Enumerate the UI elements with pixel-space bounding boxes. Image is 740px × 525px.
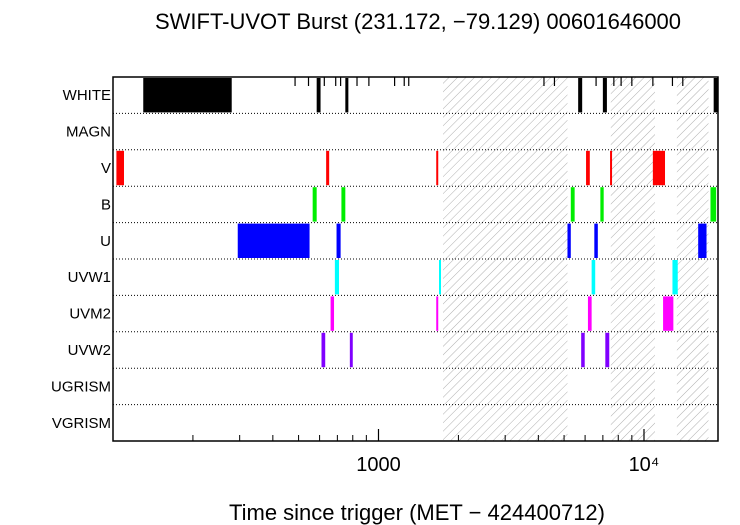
bar-b-5 [710,187,717,222]
row-label-u: U [100,233,111,250]
x-tick-label-1: 1000 [356,454,401,476]
row-label-ugrism: UGRISM [51,378,111,395]
bar-uvw2-4 [605,332,610,368]
bar-white-3 [345,78,349,113]
bar-uvw1-1 [334,260,340,295]
bar-v-3 [436,150,439,186]
row-label-b: B [101,196,111,213]
row-label-white: WHITE [63,87,111,104]
row-separators [113,112,718,406]
bar-v-5 [610,150,613,186]
bar-v-1 [116,150,124,186]
x-axis-ticks: 1000 10⁴ [112,429,660,476]
bar-uvw2-3 [581,332,585,368]
bar-v-4 [586,150,590,186]
bar-uvm2-2 [436,296,439,331]
bar-u-4 [594,223,598,258]
bar-white-5 [602,78,607,113]
bar-v-2 [326,150,330,186]
bar-uvw1-3 [591,260,596,295]
hatched-interval-1 [443,77,568,441]
bar-uvm2-4 [663,296,674,331]
bar-uvm2-3 [587,296,592,331]
bar-b-3 [570,187,575,222]
bar-uvw1-2 [438,260,441,295]
bar-u-3 [567,223,571,258]
bar-v-6 [652,150,666,186]
row-label-v: V [101,160,111,177]
bar-b-4 [600,187,604,222]
chart-title: SWIFT-UVOT Burst (231.172, −79.129) 0060… [155,9,681,34]
row-label-uvw1: UVW1 [68,269,111,286]
bar-b-2 [341,187,346,222]
bar-white-1 [143,78,232,113]
bar-white-6 [713,78,718,113]
bar-u-1 [237,223,310,258]
plot-frame [112,76,719,442]
x-axis-label: Time since trigger (MET − 424400712) [229,500,605,525]
plot-border [112,76,719,442]
bar-uvw2-2 [349,332,353,368]
row-labels: WHITE MAGN V B U UVW1 UVM2 UVW2 UGRISM VGRISM [51,87,111,432]
bar-uvw2-1 [321,332,326,368]
bar-uvw1-4 [672,260,678,295]
row-label-magn: MAGN [66,124,111,141]
bar-b-1 [312,187,317,222]
row-label-uvw2: UVW2 [68,342,111,359]
exposure-bars [116,77,718,368]
bar-uvm2-1 [330,296,335,331]
bar-u-5 [698,223,707,258]
row-label-uvm2: UVM2 [69,306,111,323]
bar-white-4 [578,78,583,113]
row-label-vgrism: VGRISM [52,415,111,432]
x-tick-label-2: 10⁴ [629,454,660,476]
bar-white-2 [316,78,321,113]
bar-u-2 [336,223,341,258]
